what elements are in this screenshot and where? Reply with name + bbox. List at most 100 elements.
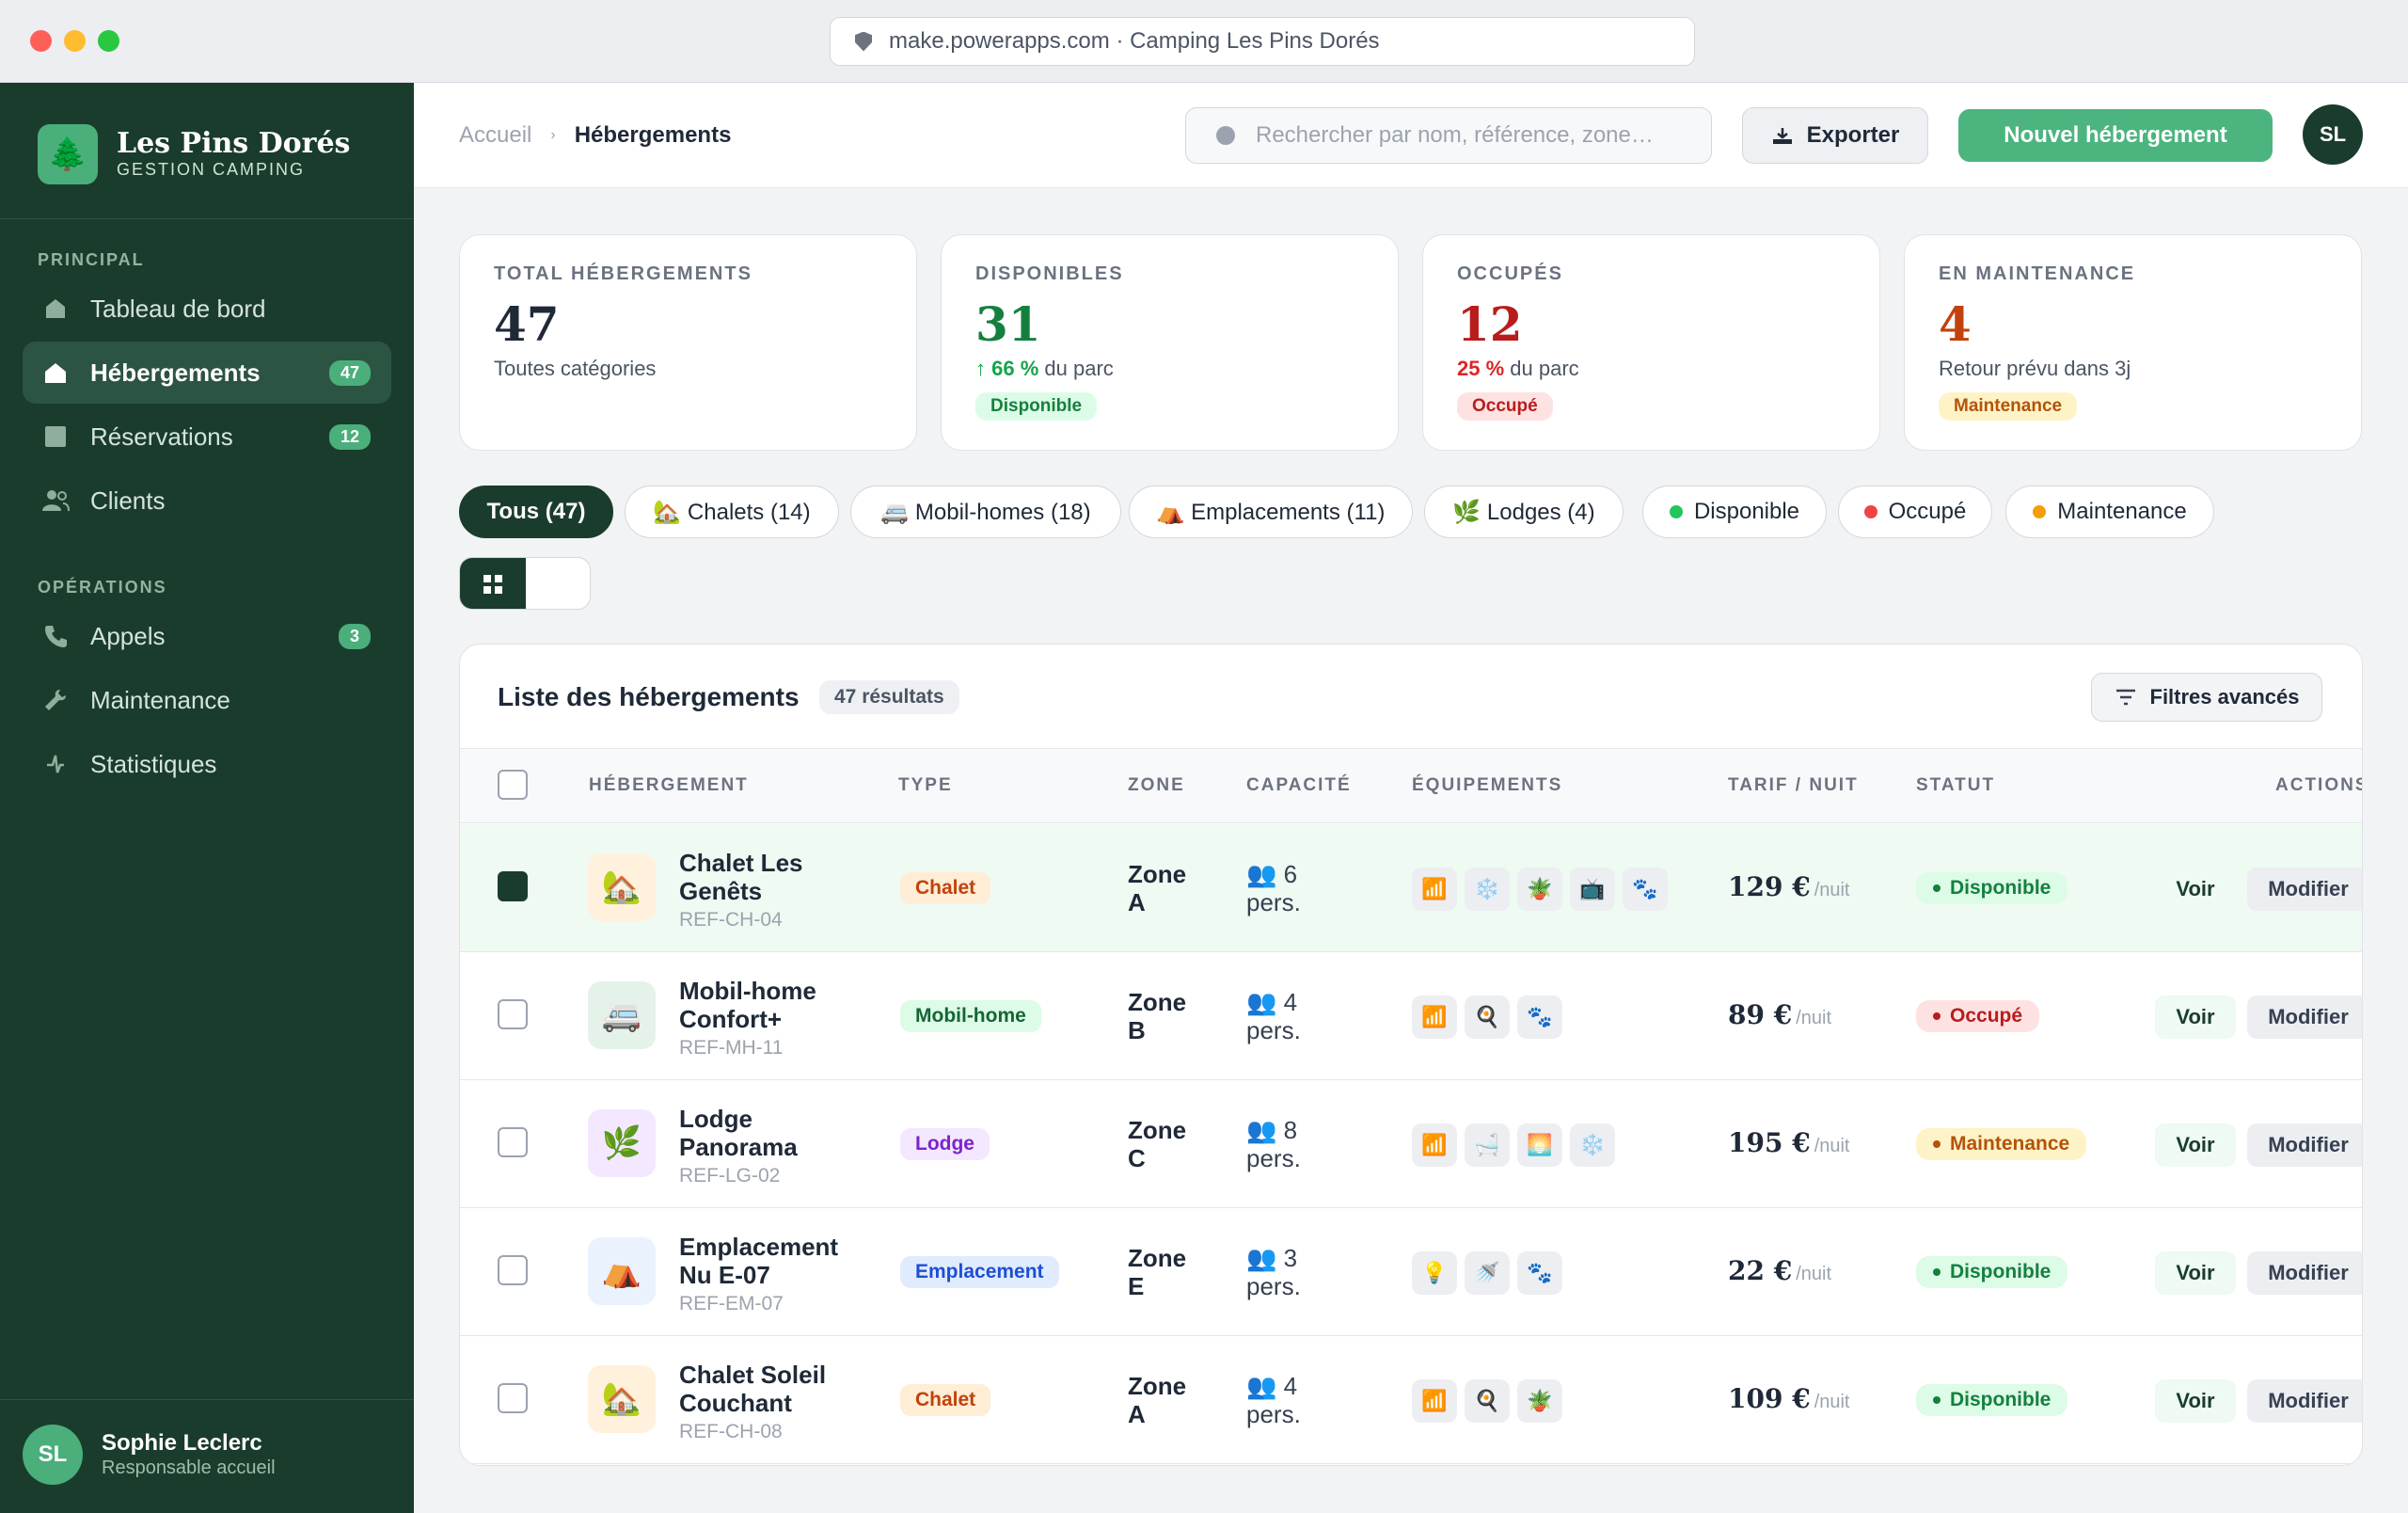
capacity-cell: 👥 3 pers. <box>1246 1244 1301 1300</box>
sidebar-item-hebergements[interactable]: Hébergements 47 <box>23 342 391 404</box>
new-accommodation-button[interactable]: Nouvel hébergement <box>1958 109 2273 162</box>
column-header[interactable]: STATUT <box>1916 775 1996 795</box>
status-dot-icon <box>1863 505 1877 518</box>
snowflake-icon: ❄️ <box>1465 868 1510 911</box>
column-header[interactable]: ZONE <box>1128 775 1185 795</box>
status-badge: Maintenance <box>1939 392 2078 421</box>
filter-chip-disponible[interactable]: Disponible <box>1642 486 1827 538</box>
bulb-icon: 💡 <box>1412 1251 1457 1295</box>
type-badge: Emplacement <box>900 1256 1059 1288</box>
view-button[interactable]: Voir <box>2155 995 2236 1039</box>
stat-label: OCCUPÉS <box>1457 263 1563 284</box>
capacity-cell: 👥 4 pers. <box>1246 988 1301 1044</box>
view-button[interactable]: Voir <box>2155 1251 2236 1295</box>
sidebar-item-label: Appels <box>90 621 166 650</box>
filter-chip-chalets[interactable]: 🏡 Chalets (14) <box>625 486 839 538</box>
sidebar-item-label: Tableau de bord <box>90 294 266 323</box>
maximize-window-button[interactable] <box>98 30 119 52</box>
current-user[interactable]: SL Sophie Leclerc Responsable accueil <box>23 1425 276 1485</box>
edit-button[interactable]: Modifier <box>2247 1379 2362 1423</box>
export-button[interactable]: Exporter <box>1742 107 1928 164</box>
row-checkbox[interactable] <box>498 999 528 1029</box>
list-view-button[interactable] <box>526 558 590 609</box>
row-checkbox[interactable] <box>498 1255 528 1285</box>
table-row[interactable]: 🚐 Mobil-home Confort+ REF-MH-11 Mobil-ho… <box>460 952 2362 1080</box>
wifi-icon: 📶 <box>1412 1379 1457 1423</box>
search-input[interactable]: Rechercher par nom, référence, zone… <box>1185 107 1712 164</box>
edit-button[interactable]: Modifier <box>2247 1251 2362 1295</box>
status-dot-icon <box>1933 1012 1941 1020</box>
accommodation-name[interactable]: Emplacement Nu E-07 <box>679 1233 839 1289</box>
type-badge: Lodge <box>900 1128 990 1160</box>
status-dot-icon <box>1933 884 1941 892</box>
table-title: Liste des hébergements <box>498 682 800 711</box>
section-operations: OPÉRATIONS <box>38 578 167 597</box>
edit-button[interactable]: Modifier <box>2247 995 2362 1039</box>
advanced-filters-button[interactable]: Filtres avancés <box>2091 673 2322 722</box>
stat-label: TOTAL HÉBERGEMENTS <box>494 263 752 284</box>
sidebar-item-statistiques[interactable]: Statistiques <box>23 733 391 795</box>
brand[interactable]: 🌲 Les Pins Dorés GESTION CAMPING <box>38 124 350 184</box>
sidebar-item-dashboard[interactable]: Tableau de bord <box>23 278 391 340</box>
filter-chip-mobilhomes[interactable]: 🚐 Mobil-homes (18) <box>850 486 1121 538</box>
column-header[interactable]: HÉBERGEMENT <box>589 775 749 795</box>
column-header[interactable]: CAPACITÉ <box>1246 775 1352 795</box>
accommodation-name[interactable]: Chalet Soleil Couchant <box>679 1361 827 1417</box>
type-badge: Chalet <box>900 1384 991 1416</box>
sidebar-item-maintenance[interactable]: Maintenance <box>23 669 391 731</box>
filter-chip-occupe[interactable]: Occupé <box>1838 486 1992 538</box>
price-cell: 195 €/nuit <box>1728 1127 1850 1158</box>
table-header: HÉBERGEMENT TYPE ZONE CAPACITÉ ÉQUIPEMEN… <box>460 748 2362 823</box>
status-badge: Disponible <box>1916 1384 2068 1416</box>
accommodation-ref: REF-CH-08 <box>679 1421 783 1442</box>
edit-button[interactable]: Modifier <box>2247 1123 2362 1167</box>
new-label: Nouvel hébergement <box>2004 122 2227 148</box>
url-text: make.powerapps.com · Camping Les Pins Do… <box>889 28 1380 54</box>
home-icon <box>41 295 70 323</box>
accommodation-name[interactable]: Mobil-home Confort+ <box>679 977 816 1033</box>
stat-value: 31 <box>975 296 1041 352</box>
view-button[interactable]: Voir <box>2155 1123 2236 1167</box>
breadcrumb-home[interactable]: Accueil <box>459 122 532 148</box>
view-button[interactable]: Voir <box>2155 1379 2236 1423</box>
select-all-checkbox[interactable] <box>498 770 528 800</box>
sidebar-item-appels[interactable]: Appels 3 <box>23 605 391 667</box>
brand-name: Les Pins Dorés <box>117 127 351 160</box>
table-row[interactable]: 🏡 Chalet Les Genêts REF-CH-04 Chalet Zon… <box>460 824 2362 952</box>
filter-chip-emplacements[interactable]: ⛺ Emplacements (11) <box>1129 486 1413 538</box>
grid-view-button[interactable] <box>460 558 526 609</box>
close-window-button[interactable] <box>30 30 52 52</box>
view-button[interactable]: Voir <box>2155 868 2236 911</box>
pan-icon: 🍳 <box>1465 1379 1510 1423</box>
column-header[interactable]: ÉQUIPEMENTS <box>1412 775 1563 795</box>
section-principal: PRINCIPAL <box>38 250 145 269</box>
row-checkbox[interactable] <box>498 1127 528 1157</box>
tent-icon: ⛺ <box>588 1237 656 1305</box>
table-row[interactable]: 🏡 Chalet Soleil Couchant REF-CH-08 Chale… <box>460 1336 2362 1464</box>
accommodation-ref: REF-MH-11 <box>679 1037 784 1059</box>
column-header[interactable]: TARIF / NUIT <box>1728 775 1859 795</box>
table-row[interactable]: 🌿 Lodge Panorama REF-LG-02 Lodge Zone C … <box>460 1080 2362 1208</box>
column-header[interactable]: TYPE <box>898 775 953 795</box>
equipment-list: 📶 🍳 🪴 <box>1412 1379 1570 1423</box>
accommodation-name[interactable]: Lodge Panorama <box>679 1105 798 1161</box>
sidebar-item-clients[interactable]: Clients <box>23 470 391 532</box>
filter-chip-lodges[interactable]: 🌿 Lodges (4) <box>1424 486 1624 538</box>
filter-chip-all[interactable]: Tous (47) <box>459 486 613 538</box>
address-bar[interactable]: make.powerapps.com · Camping Les Pins Do… <box>830 17 1695 66</box>
accommodation-ref: REF-CH-04 <box>679 909 783 931</box>
table-row[interactable]: ⛺ Emplacement Nu E-07 REF-EM-07 Emplacem… <box>460 1208 2362 1336</box>
row-checkbox[interactable] <box>498 1383 528 1413</box>
zone-cell: Zone B <box>1128 988 1187 1044</box>
type-badge: Mobil-home <box>900 1000 1041 1032</box>
stat-card-disponibles: DISPONIBLES 31 ↑ 66 % du parc Disponible <box>941 234 1399 451</box>
row-checkbox[interactable] <box>498 871 528 901</box>
edit-button[interactable]: Modifier <box>2247 868 2362 911</box>
sidebar-item-reservations[interactable]: Réservations 12 <box>23 406 391 468</box>
minimize-window-button[interactable] <box>64 30 86 52</box>
accommodation-name[interactable]: Chalet Les Genêts <box>679 849 803 905</box>
accommodation-table-panel: Liste des hébergements 47 résultats Filt… <box>459 644 2363 1466</box>
avatar[interactable]: SL <box>2303 104 2363 165</box>
filter-chip-maintenance[interactable]: Maintenance <box>2005 486 2214 538</box>
price-unit: /nuit <box>1814 1136 1850 1156</box>
